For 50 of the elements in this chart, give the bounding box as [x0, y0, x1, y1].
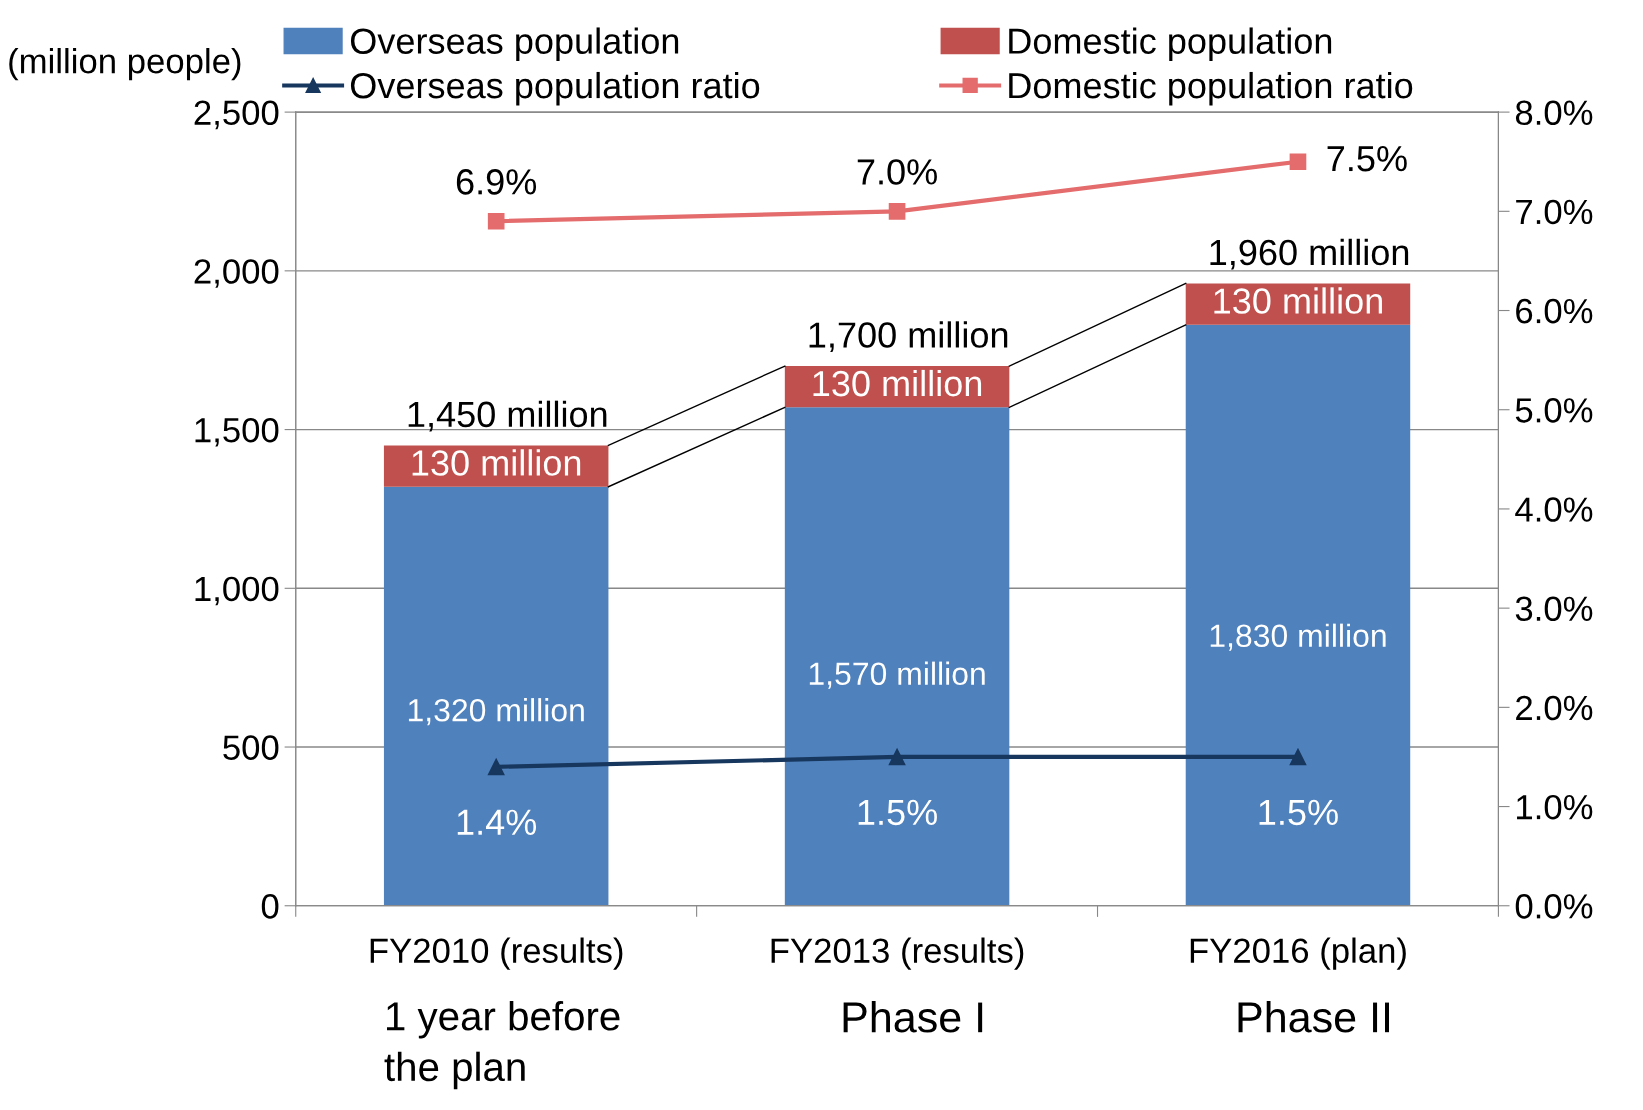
legend-label: Overseas population	[350, 27, 679, 62]
x-tick-label: FY2016 (plan)	[1190, 937, 1406, 970]
data-label: 130 million	[412, 449, 581, 476]
data-label: 130 million	[1214, 287, 1382, 314]
y2-tick-label: 4.0%	[1515, 497, 1593, 522]
data-label: 1,320 million	[408, 698, 584, 726]
data-label: 6.9%	[456, 169, 537, 195]
y2-tick-label: 0.0%	[1515, 894, 1593, 919]
point	[888, 202, 906, 220]
total-label: 1,700 million	[809, 321, 1008, 353]
y-tick-label: 500	[223, 735, 279, 760]
y2-tick-label: 7.0%	[1516, 199, 1593, 225]
point	[888, 748, 906, 766]
data-label: 130 million	[813, 369, 982, 397]
data-label: 7.0%	[857, 159, 937, 185]
y-tick-label: 2,000	[194, 259, 279, 288]
point	[1289, 153, 1307, 171]
legend-label: Domestic population ratio	[1009, 71, 1413, 106]
y2-tick-label: 3.0%	[1515, 596, 1593, 622]
y-tick-label: 2,500	[194, 100, 279, 130]
y2-tick-label: 1.0%	[1517, 794, 1593, 820]
y2-tick-label: 5.0%	[1515, 398, 1593, 423]
data-label: 1.5%	[1259, 799, 1338, 826]
legend-label: Overseas population ratio	[350, 71, 760, 106]
bar	[383, 486, 609, 906]
bar	[784, 407, 1010, 906]
text: Phase I	[843, 1001, 983, 1033]
y-axis-title: (million people)	[9, 48, 241, 81]
legend-label: Domestic population	[1009, 27, 1332, 62]
text: 1 year before the plan	[384, 1001, 620, 1090]
data-label: 7.5%	[1327, 145, 1407, 172]
data-label: 1.4%	[457, 809, 537, 835]
y-tick-label: 1,000	[195, 576, 279, 606]
total-label: 1,960 million	[1210, 238, 1409, 270]
x-tick-label: FY2010 (results)	[370, 937, 623, 970]
text: Phase II	[1238, 1001, 1390, 1033]
y2-tick-label: 6.0%	[1516, 298, 1593, 324]
x-tick-label: FY2013 (results)	[771, 937, 1024, 970]
point	[487, 212, 505, 230]
y2-tick-label: 2.0%	[1516, 695, 1593, 721]
data-label: 1,830 million	[1210, 623, 1386, 651]
point	[1289, 748, 1307, 766]
data-label: 1,570 million	[809, 661, 985, 689]
y2-tick-label: 8.0%	[1515, 100, 1593, 126]
point	[487, 758, 505, 776]
y-tick-label: 1,500	[195, 417, 279, 447]
bar	[1185, 324, 1411, 906]
y-tick-label: 0	[261, 894, 279, 919]
total-label: 1,450 million	[408, 400, 607, 432]
data-label: 1.5%	[858, 799, 937, 826]
